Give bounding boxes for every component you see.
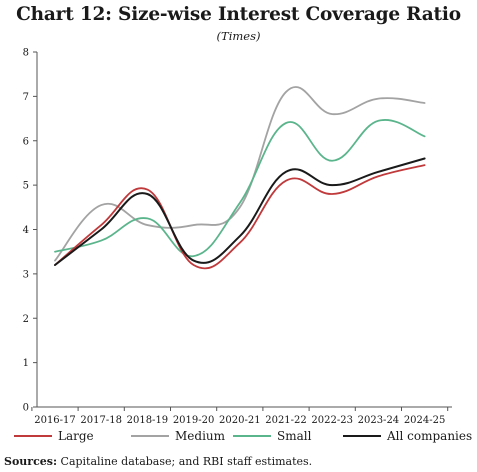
y-tick-label: 6 [23,136,29,147]
y-tick-label: 3 [23,269,29,280]
x-tick-label: 2024-25 [404,415,446,426]
source-label: Sources: [4,455,58,468]
y-tick-label: 4 [23,225,29,236]
legend-label-medium: Medium [175,429,226,443]
series-line-all-companies [54,157,426,266]
x-tick-label: 2023-24 [358,415,400,426]
x-tick-label: 2021-22 [265,415,307,426]
legend-label-large: Large [58,429,94,443]
source-note: Sources: Capitaline database; and RBI st… [4,455,312,468]
series-line-small [54,119,426,258]
y-tick-label: 8 [23,48,29,59]
chart-subtitle: (Times) [216,29,261,43]
y-tick-label: 7 [23,92,29,103]
y-tick-label: 5 [23,181,29,192]
y-tick-label: 1 [23,358,29,369]
series-line-large [54,164,426,270]
x-tick-label: 2019-20 [173,415,215,426]
x-tick-label: 2018-19 [127,415,169,426]
chart-title: Chart 12: Size-wise Interest Coverage Ra… [16,4,461,25]
x-tick-label: 2016-17 [34,415,76,426]
y-tick-label: 0 [23,403,29,414]
series-line-medium [54,86,426,262]
source-text: Capitaline database; and RBI staff estim… [57,455,313,468]
x-tick-label: 2017-18 [80,415,122,426]
legend-label-all-companies: All companies [386,429,472,443]
x-tick-label: 2020-21 [219,415,261,426]
x-tick-label: 2022-23 [311,415,353,426]
legend-label-small: Small [277,429,312,443]
y-tick-label: 2 [23,314,29,325]
